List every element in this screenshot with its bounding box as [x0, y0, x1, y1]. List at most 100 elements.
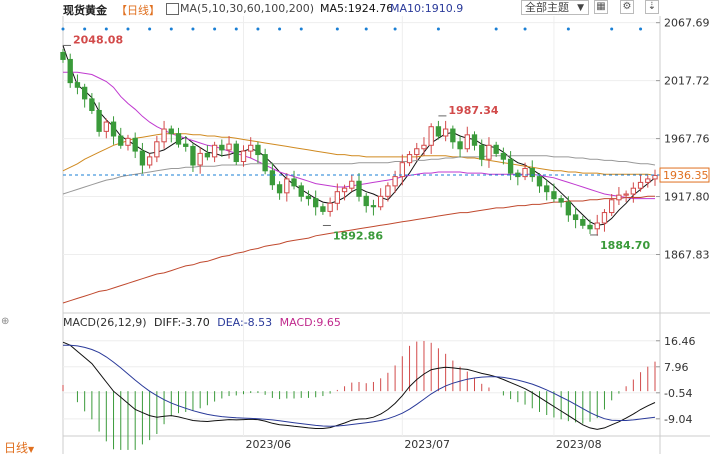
macd-tick-label: -9.04	[664, 413, 692, 426]
down-arrow-icon[interactable]: ⇣	[645, 0, 659, 14]
candle-down	[132, 137, 138, 152]
candle-down	[558, 198, 564, 203]
diff-line	[62, 341, 656, 430]
candle-down	[356, 180, 362, 197]
candle-up	[240, 150, 247, 163]
theme-selector-button[interactable]: 全部主题 ▼	[521, 0, 589, 15]
candle-up	[392, 176, 398, 187]
candle-up	[103, 121, 109, 132]
annotation-label: 2048.08	[73, 33, 123, 46]
event-dot	[299, 27, 303, 31]
event-dot	[83, 27, 87, 31]
candle-down	[479, 144, 485, 160]
indicator-settings-icon[interactable]: ⊕	[1, 316, 10, 327]
date-tick-label: 2023/07	[404, 438, 450, 451]
candle-down	[313, 198, 319, 208]
candle-up	[616, 194, 622, 201]
diff-value: DIFF:-3.70	[154, 316, 210, 329]
grid-lines	[62, 16, 710, 454]
candle-down	[269, 170, 276, 186]
candle-up	[464, 134, 470, 150]
dea-line	[63, 344, 656, 427]
candle-down	[190, 145, 196, 166]
candle-down	[81, 86, 88, 100]
candle-down	[298, 185, 304, 197]
candle-up	[341, 187, 348, 193]
candle-down	[204, 152, 211, 158]
candle-up	[327, 202, 333, 212]
event-dot	[169, 27, 173, 31]
annotation-label: 1884.70	[600, 239, 650, 252]
candle-down	[565, 201, 572, 216]
ma-chart-icon[interactable]	[166, 3, 179, 15]
event-dot	[148, 27, 152, 31]
candle-up	[406, 154, 413, 164]
candle-up	[645, 178, 651, 183]
event-dot	[335, 27, 339, 31]
price-tick-label: 2017.72	[664, 75, 710, 88]
candle-down	[60, 51, 66, 60]
candle-up	[601, 212, 608, 224]
theme-button-label: 全部主题	[525, 1, 569, 14]
candle-down	[96, 109, 102, 132]
candle-down	[471, 134, 478, 146]
candle-up	[377, 195, 384, 208]
dea-value: DEA:-8.53	[217, 316, 273, 329]
candle-down	[168, 128, 174, 135]
event-dot	[494, 27, 498, 31]
macd-settings-label[interactable]: MACD(26,12,9)	[63, 316, 147, 329]
candle-up	[421, 144, 427, 150]
candle-down	[457, 141, 463, 150]
macd-header: MACD(26,12,9) DIFF:-3.70 DEA:-8.53 MACD:…	[63, 316, 345, 329]
candle-down	[320, 206, 326, 212]
candle-down	[580, 219, 586, 226]
candle-down	[262, 154, 268, 172]
annotation-label: 1892.86	[333, 229, 383, 242]
candle-down	[370, 205, 377, 208]
ma-settings-label[interactable]: MA(5,10,30,60,100,200)	[180, 2, 315, 15]
last-price-marker: 1936.35	[63, 167, 710, 183]
macd-tick-label: 7.96	[664, 361, 689, 374]
candle-down	[544, 185, 550, 193]
macd-value: MACD:9.65	[279, 316, 341, 329]
candle-up	[486, 144, 492, 160]
candle-down	[67, 58, 73, 84]
macd-grid	[63, 340, 660, 420]
period-label: 【日线】	[116, 4, 160, 17]
macd-lines	[62, 341, 656, 430]
candle-up	[154, 141, 160, 158]
candle-up	[248, 144, 254, 152]
ma10-value: MA10:1910.9	[390, 2, 464, 15]
price-tick-label: 2067.69	[664, 17, 710, 30]
candle-up	[442, 128, 449, 137]
event-dot	[523, 27, 527, 31]
candle-down	[74, 82, 81, 88]
event-dot	[256, 27, 260, 31]
candle-up	[125, 137, 131, 146]
candle-down	[233, 143, 239, 163]
period-selector-button[interactable]: 日线▼	[4, 439, 34, 456]
candle-up	[623, 193, 629, 196]
macd-histogram	[62, 340, 656, 450]
candle-up	[637, 181, 644, 189]
candle-up	[428, 126, 434, 146]
event-dot	[610, 27, 614, 31]
last-price-box	[659, 167, 710, 183]
candle-down	[536, 176, 543, 187]
candle-down	[551, 191, 557, 200]
gear-icon[interactable]: ⚙	[620, 0, 634, 14]
candle-up	[652, 174, 658, 180]
tile-icon[interactable]: ▦	[594, 0, 608, 14]
period-button-label: 日线	[4, 441, 29, 455]
date-tick-label: 2023/06	[245, 438, 291, 451]
candle-up	[146, 156, 153, 166]
candle-down	[493, 144, 499, 154]
price-tick-label: 1867.83	[664, 249, 710, 262]
candle-down	[529, 167, 535, 178]
candle-down	[587, 224, 593, 230]
candle-up	[211, 144, 218, 158]
event-dot	[61, 27, 65, 31]
candle-down	[175, 133, 182, 145]
event-dot	[213, 27, 217, 31]
candle-up	[349, 180, 355, 189]
